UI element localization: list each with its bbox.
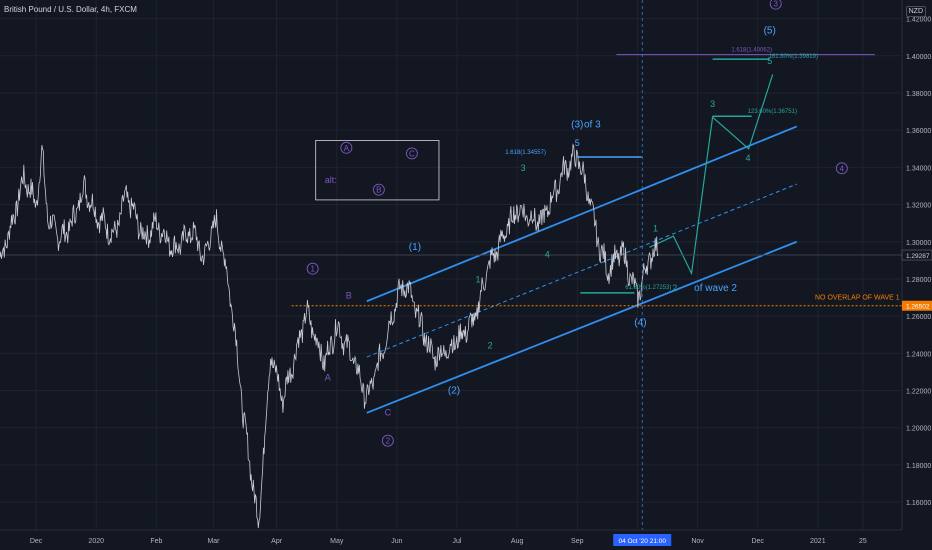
alt-box <box>315 140 440 201</box>
wave-label: 3 <box>521 163 526 173</box>
circled-label-ring <box>835 162 848 175</box>
y-tick-label: 1.34000 <box>906 165 931 172</box>
wave-label: A <box>325 372 331 382</box>
wave-label: B <box>346 290 352 300</box>
channel-lower-line <box>366 240 798 414</box>
fib-level-label: 123.60%(1.36751) <box>748 109 797 115</box>
wave-label: (5) <box>764 25 776 36</box>
circled-label: C <box>409 149 415 158</box>
channel-mid-line <box>366 183 797 358</box>
circled-label-ring <box>306 262 319 275</box>
x-tick-label: Dec <box>30 538 43 545</box>
x-tick-label: Nov <box>691 538 704 545</box>
x-tick-label: Mar <box>207 538 220 545</box>
wave-label: (2) <box>448 385 460 396</box>
x-tick-label: Apr <box>271 538 283 545</box>
y-tick-label: 1.26000 <box>906 314 931 321</box>
x-tick-label: Sep <box>571 538 584 545</box>
y-tick-label: 1.24000 <box>906 351 931 358</box>
x-tick-label: 2021 <box>810 538 826 545</box>
fib-level-label: 61.80%(1.27253) <box>625 285 671 291</box>
x-tick-label: Jun <box>391 538 402 545</box>
current-date-label: 04 Oct '20 21:00 <box>618 538 666 545</box>
circled-label-ring <box>381 434 394 447</box>
projection-path <box>649 74 774 276</box>
overlap-label: NO OVERLAP OF WAVE 1 <box>815 295 900 302</box>
circled-label: B <box>376 186 381 195</box>
time-axis[interactable]: Dec2020FebMarAprMayJunJulAugSepOctNovDec… <box>0 529 902 546</box>
y-tick-label: 1.40000 <box>906 54 931 61</box>
price-axis[interactable]: 1.42000 1.40000 1.38000 1.36000 1.34000 1.320… <box>901 0 932 550</box>
wave-label: 5 <box>575 138 580 148</box>
overlap-price-tag <box>902 300 932 311</box>
circled-label: 4 <box>840 164 845 173</box>
y-tick-label: 1.22000 <box>906 389 931 396</box>
last-price-label: 1.29287 <box>906 253 930 260</box>
circled-label-ring <box>405 147 418 160</box>
wave-label: C <box>385 408 392 418</box>
wave-label: of wave 2 <box>694 283 737 294</box>
price-line <box>0 143 659 529</box>
wave-labels: 1.618(1.34557) 61.80%(1.27253) 123.60%(1.3… <box>306 0 900 447</box>
currency-badge[interactable]: NZD <box>905 6 926 17</box>
x-tick-label: Dec <box>751 538 764 545</box>
x-tick-label: 2020 <box>88 538 104 545</box>
circled-label: 2 <box>386 437 391 446</box>
wave-label: 2 <box>672 283 677 293</box>
y-tick-label: 1.38000 <box>906 91 931 98</box>
last-price-tag <box>901 249 932 261</box>
wave-label: alt: <box>325 175 337 185</box>
circled-label-ring <box>340 141 353 154</box>
x-tick-label: Jul <box>453 538 462 545</box>
wave-label: (4) <box>634 317 646 328</box>
channel-upper-line <box>366 125 798 303</box>
price-series <box>0 143 659 529</box>
wave-label: of 3 <box>584 119 601 130</box>
wave-label: 1 <box>476 275 481 285</box>
chart-grid <box>0 0 902 530</box>
x-tick-label: Feb <box>150 538 162 545</box>
current-date-tag <box>613 534 672 546</box>
price-axis-panel <box>902 0 932 550</box>
wave-label: 4 <box>746 153 751 163</box>
y-tick-label: 1.42000 <box>906 17 931 24</box>
wave-label: (1) <box>409 242 421 253</box>
circled-label-ring <box>769 0 782 10</box>
wave-label: 5 <box>767 56 772 66</box>
drawing-overlays <box>0 0 902 530</box>
x-tick-label: Aug <box>511 538 524 545</box>
x-tick-label: 25 <box>859 538 867 545</box>
wave-label: 2 <box>488 341 493 351</box>
circled-label: 3 <box>773 0 778 9</box>
x-tick-label: May <box>330 538 344 545</box>
y-tick-label: 1.18000 <box>906 463 931 470</box>
circled-label-ring <box>372 183 385 196</box>
circled-label: 1 <box>310 265 315 274</box>
fib-level-label: 1.618(1.34557) <box>505 150 546 156</box>
fib-level-label: 161.80%(1.39819) <box>769 54 818 60</box>
y-tick-label: 1.32000 <box>906 203 931 210</box>
wave-label: 3 <box>710 99 715 109</box>
chart-title: British Pound / U.S. Dollar, 4h, FXCM <box>4 5 137 14</box>
wave-label: (3) <box>571 119 583 130</box>
y-tick-label: 1.28000 <box>906 277 931 284</box>
y-tick-label: 1.20000 <box>906 426 931 433</box>
y-tick-label: 1.16000 <box>906 500 931 507</box>
wave-label: 4 <box>545 250 550 260</box>
circled-label: A <box>344 144 350 153</box>
wave-label: 1 <box>653 224 658 234</box>
overlap-price-label: 1.26502 <box>906 304 930 311</box>
y-tick-label: 1.30000 <box>906 240 931 247</box>
y-tick-label: 1.36000 <box>906 128 931 135</box>
fib-level-label: 1.618(1.40062) <box>731 48 772 54</box>
